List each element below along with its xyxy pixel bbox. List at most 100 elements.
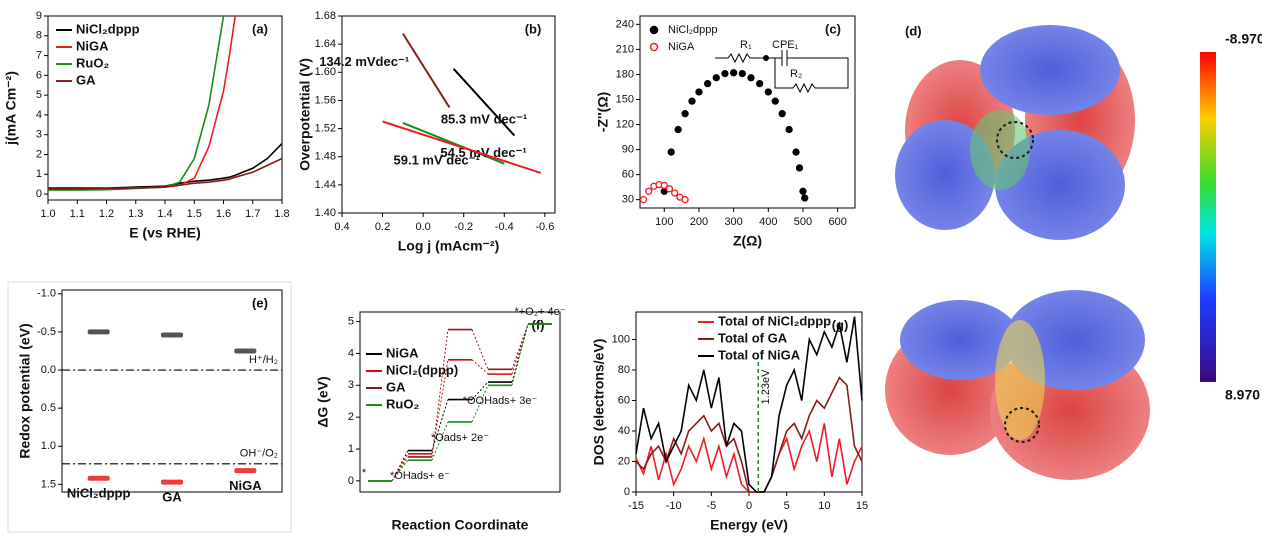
- data-point: [779, 111, 785, 117]
- data-point: [682, 111, 688, 117]
- x-axis-title: Energy (eV): [710, 517, 788, 533]
- x-tick-label: -5: [706, 500, 716, 512]
- x-tick-label: 1.5: [187, 208, 202, 220]
- energy-level: [161, 332, 183, 337]
- x-tick-label: 1.8: [274, 208, 289, 220]
- x-tick-label: 15: [856, 500, 868, 512]
- y-tick-label: 80: [618, 364, 630, 376]
- legend-label: NiGA: [668, 41, 695, 53]
- y-tick-label: 5: [36, 89, 42, 101]
- y-tick-label: 120: [616, 118, 634, 130]
- data-point: [696, 89, 702, 95]
- panel-label: (a): [252, 21, 268, 36]
- y-axis-title: ΔG (eV): [315, 376, 331, 427]
- data-point: [739, 71, 745, 77]
- series-line: [636, 378, 862, 492]
- x-tick-label: 0.2: [375, 221, 390, 233]
- data-point: [689, 98, 695, 104]
- x-tick-label: 1.4: [157, 208, 172, 220]
- legend-label: NiCl₂(dppp): [386, 362, 458, 377]
- series-line: [48, 144, 282, 189]
- energy-level: [234, 468, 256, 473]
- x-tick-label: -0.2: [454, 221, 473, 233]
- legend-label: Total of NiGA: [718, 347, 801, 362]
- data-point: [772, 98, 778, 104]
- y-tick-label: 0: [36, 188, 42, 200]
- data-point: [666, 186, 672, 192]
- y-tick-label: 1.48: [315, 151, 336, 163]
- step-connector: [472, 360, 488, 374]
- step-connector: [472, 330, 488, 370]
- x-tick-label: 1.2: [99, 208, 114, 220]
- data-point: [802, 195, 808, 201]
- energy-level: [88, 329, 110, 334]
- data-point: [793, 149, 799, 155]
- y-tick-label: 0: [624, 486, 630, 498]
- step-label: *: [362, 467, 367, 479]
- y-tick-label: 8: [36, 30, 42, 42]
- series-line: [48, 16, 224, 190]
- reference-label: OH⁻/O₂: [240, 448, 278, 460]
- y-tick-label: 240: [616, 18, 634, 30]
- x-tick-label: -10: [666, 500, 682, 512]
- data-point: [675, 127, 681, 133]
- y-tick-label: 1.0: [41, 440, 56, 452]
- legend-marker: [651, 44, 658, 51]
- y-tick-label: 3: [36, 129, 42, 141]
- y-axis-title: Overpotential (V): [297, 58, 313, 171]
- x-tick-label: 500: [794, 216, 812, 228]
- data-point: [800, 188, 806, 194]
- y-tick-label: 0.0: [41, 364, 56, 376]
- colorbar-label: -8.970 × 10⁻³: [1225, 31, 1262, 47]
- legend-label: RuO₂: [76, 55, 109, 70]
- data-point: [705, 81, 711, 87]
- legend-label: Total of GA: [718, 330, 788, 345]
- y-tick-label: 60: [622, 169, 634, 181]
- x-tick-label: 0: [746, 500, 752, 512]
- x-axis-title: Log j (mAcm⁻²): [398, 238, 500, 254]
- y-tick-label: 4: [348, 347, 354, 359]
- x-axis-title: Reaction Coordinate: [392, 517, 529, 533]
- slope-label: 59.1 mV dec⁻¹: [394, 153, 480, 168]
- y-axis-title: Redox potential (eV): [17, 323, 33, 458]
- data-point: [786, 127, 792, 133]
- x-tick-label: 1.3: [128, 208, 143, 220]
- plot-frame: [62, 290, 282, 492]
- data-point: [765, 89, 771, 95]
- legend-marker: [651, 27, 658, 34]
- series-line: [48, 159, 282, 190]
- x-axis-title: Z(Ω): [733, 233, 762, 249]
- category-label: NiCl₂dppp: [67, 486, 131, 501]
- y-tick-label: -0.5: [37, 326, 56, 338]
- y-tick-label: 1.5: [41, 478, 56, 490]
- x-tick-label: 1.6: [216, 208, 231, 220]
- series-line: [403, 34, 450, 108]
- panel-label: (c): [825, 21, 841, 36]
- legend-label: GA: [386, 379, 406, 394]
- data-point: [713, 75, 719, 81]
- data-point: [668, 149, 674, 155]
- data-point: [682, 197, 688, 203]
- y-tick-label: 1: [36, 168, 42, 180]
- data-point: [672, 190, 678, 196]
- data-point: [748, 75, 754, 81]
- legend-label: NiGA: [76, 38, 109, 53]
- y-tick-label: 2: [36, 148, 42, 160]
- colorbar: [1200, 52, 1216, 382]
- y-tick-label: 0.5: [41, 402, 56, 414]
- y-tick-label: 9: [36, 10, 42, 22]
- category-label: GA: [162, 490, 182, 505]
- y-tick-label: 40: [618, 425, 630, 437]
- panel-label: (b): [525, 21, 542, 36]
- x-tick-label: 200: [690, 216, 708, 228]
- step-label: *OOHads+ 3e⁻: [463, 395, 538, 407]
- x-tick-label: 300: [724, 216, 742, 228]
- step-label: *+O₂+ 4e⁻: [514, 306, 565, 318]
- figure: (d) -8.970 × 10⁻³ 8.970 × 10⁻³ R₁ CPE₁ R…: [0, 0, 1262, 540]
- x-tick-label: -0.4: [495, 221, 514, 233]
- x-tick-label: 400: [759, 216, 777, 228]
- band-gap-label: 1.23eV: [760, 369, 772, 405]
- molecule-top: [895, 25, 1135, 240]
- data-point: [797, 165, 803, 171]
- circuit-label: CPE₁: [772, 39, 799, 51]
